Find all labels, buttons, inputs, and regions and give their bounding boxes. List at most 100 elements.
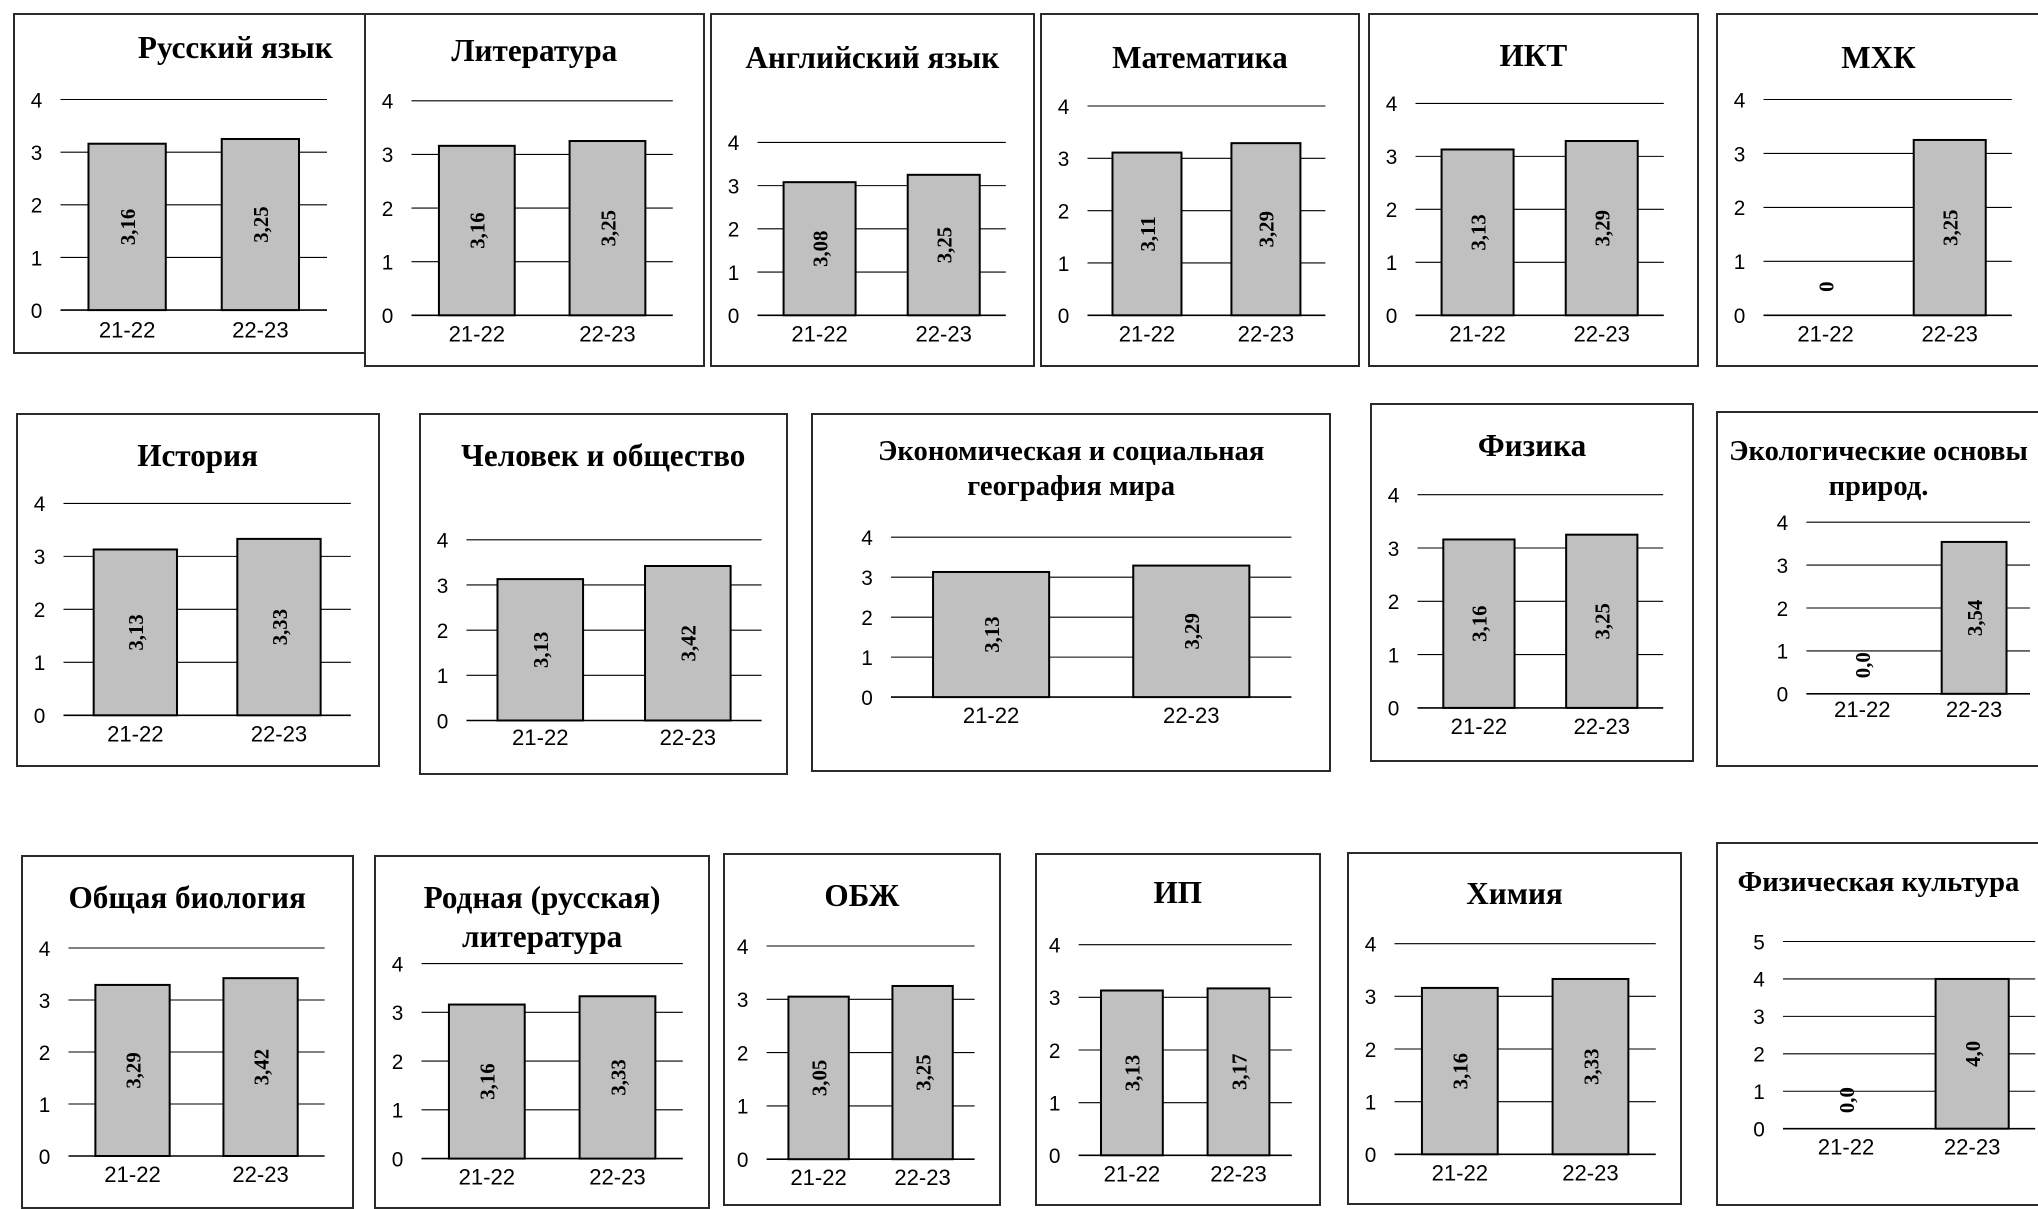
chart-title: Экономическая и социальная география мир… — [878, 435, 1265, 503]
plot-area: 0 1 2 3 4 3,16 21-22 3,25 22-23 — [382, 91, 673, 346]
y-tick-label: 3 — [1777, 555, 1789, 578]
data-label: 3,25 — [597, 210, 620, 246]
y-tick-label: 1 — [392, 1100, 404, 1123]
y-tick-label: 3 — [1058, 148, 1070, 171]
data-label: 3,13 — [530, 632, 553, 668]
bar — [437, 144, 516, 317]
bar — [496, 578, 584, 722]
x-tick-label: 21-22 — [449, 321, 506, 346]
y-tick-label: 0 — [737, 1149, 749, 1172]
bar — [643, 565, 732, 722]
x-tick-label: 22-23 — [894, 1165, 951, 1190]
x-tick-label: 22-23 — [1946, 697, 2003, 722]
bar — [222, 977, 299, 1158]
y-tick-label: 2 — [39, 1042, 51, 1065]
chart-panel: Литература 0 1 2 3 4 3,16 21-22 3,25 22-23 — [364, 13, 705, 367]
y-tick-label: 1 — [1365, 1091, 1377, 1114]
data-label: 0,0 — [1836, 1087, 1859, 1113]
data-label: 3,25 — [1940, 209, 1963, 245]
y-tick-label: 3 — [39, 990, 51, 1013]
x-tick-label: 21-22 — [1103, 1161, 1160, 1186]
data-label: 3,13 — [125, 615, 148, 651]
plot-area: 0 1 2 3 4 3,05 21-22 3,25 22-23 — [737, 936, 975, 1190]
chart-title: Химия — [1466, 876, 1563, 912]
y-tick-label: 1 — [737, 1095, 749, 1118]
y-tick-label: 4 — [1388, 485, 1400, 508]
y-tick-label: 2 — [392, 1051, 404, 1074]
x-tick-label: 22-23 — [1210, 1161, 1267, 1186]
y-tick-label: 4 — [1385, 93, 1397, 116]
y-tick-label: 1 — [1388, 644, 1400, 667]
y-tick-label: 3 — [737, 989, 749, 1012]
data-label: 3,16 — [117, 209, 140, 245]
y-tick-label: 0 — [1049, 1145, 1061, 1168]
data-label: 3,33 — [268, 609, 291, 645]
y-tick-label: 2 — [1385, 199, 1397, 222]
plot-area: 0 1 2 3 4 3,13 21-22 3,29 22-23 — [861, 527, 1292, 728]
y-tick-label: 2 — [728, 219, 740, 242]
x-tick-label: 22-23 — [659, 726, 716, 751]
y-tick-label: 4 — [1058, 96, 1070, 119]
y-tick-label: 2 — [1777, 598, 1789, 621]
chart-title: ИП — [1153, 874, 1203, 910]
chart-panel: ИКТ 0 1 2 3 4 3,13 21-22 3,29 22-23 — [1367, 13, 1700, 367]
y-tick-label: 3 — [392, 1003, 404, 1026]
x-tick-label: 21-22 — [99, 317, 156, 342]
x-tick-label: 21-22 — [1449, 321, 1506, 346]
bar — [787, 995, 850, 1160]
x-tick-label: 21-22 — [1431, 1160, 1488, 1185]
bar — [87, 142, 167, 312]
data-label: 3,25 — [912, 1054, 935, 1090]
x-tick-label: 21-22 — [1818, 1135, 1875, 1160]
bar — [906, 173, 981, 317]
bar — [235, 538, 322, 717]
bar — [1206, 987, 1271, 1157]
x-tick-label: 21-22 — [459, 1165, 516, 1190]
plot-area: 0 1 2 3 4 0,0 21-22 3,54 22-23 — [1777, 512, 2030, 722]
x-tick-label: 21-22 — [791, 321, 848, 346]
y-tick-label: 0 — [33, 705, 45, 728]
y-tick-label: 4 — [382, 91, 394, 114]
data-label: 3,29 — [1591, 210, 1614, 246]
y-tick-label: 4 — [436, 530, 448, 553]
x-tick-label: 21-22 — [963, 703, 1020, 728]
chart-title: Родная (русская) литература — [423, 880, 661, 955]
bar — [782, 181, 857, 317]
bar — [220, 137, 301, 312]
y-tick-label: 3 — [1753, 1007, 1765, 1030]
y-tick-label: 0 — [31, 300, 43, 323]
data-label: 3,29 — [1181, 614, 1204, 650]
data-label: 3,13 — [1467, 214, 1490, 250]
chart-panel: МХК 0 1 2 3 4 0 21-22 3,25 22-23 — [1716, 13, 2038, 367]
x-tick-label: 22-23 — [1163, 703, 1220, 728]
plot-area: 0 1 2 3 4 5 0,0 21-22 4,0 22-23 — [1753, 932, 2036, 1160]
bar — [568, 140, 647, 317]
data-label: 3,16 — [477, 1064, 500, 1100]
plot-area: 0 1 2 3 4 3,16 21-22 3,33 22-23 — [1365, 933, 1656, 1185]
chart-title: Физическая культура — [1737, 867, 2020, 899]
data-label: 3,54 — [1964, 599, 1987, 636]
y-tick-label: 0 — [392, 1149, 404, 1172]
bar — [891, 984, 954, 1160]
y-tick-label: 3 — [31, 142, 43, 165]
y-tick-label: 4 — [861, 527, 873, 550]
y-tick-label: 1 — [31, 247, 43, 270]
x-tick-label: 22-23 — [250, 722, 307, 747]
chart-title: Литература — [451, 32, 618, 68]
y-tick-label: 3 — [33, 547, 45, 570]
bar — [1912, 138, 1987, 317]
y-tick-label: 3 — [1049, 987, 1061, 1010]
y-tick-label: 4 — [1365, 933, 1377, 956]
y-tick-label: 3 — [1365, 986, 1377, 1009]
chart-title: Русский язык — [137, 30, 333, 65]
data-label: 3,42 — [677, 625, 700, 661]
plot-area: 0 1 2 3 4 3,11 21-22 3,29 22-23 — [1058, 96, 1326, 346]
bar — [1440, 148, 1515, 317]
chart-panel: История 0 1 2 3 4 3,13 21-22 3,33 22-23 — [15, 413, 380, 767]
chart-title: ОБЖ — [824, 877, 900, 913]
y-tick-label: 2 — [382, 198, 394, 221]
y-tick-label: 2 — [33, 600, 45, 623]
y-tick-label: 1 — [1385, 252, 1397, 275]
bar — [1111, 151, 1183, 317]
